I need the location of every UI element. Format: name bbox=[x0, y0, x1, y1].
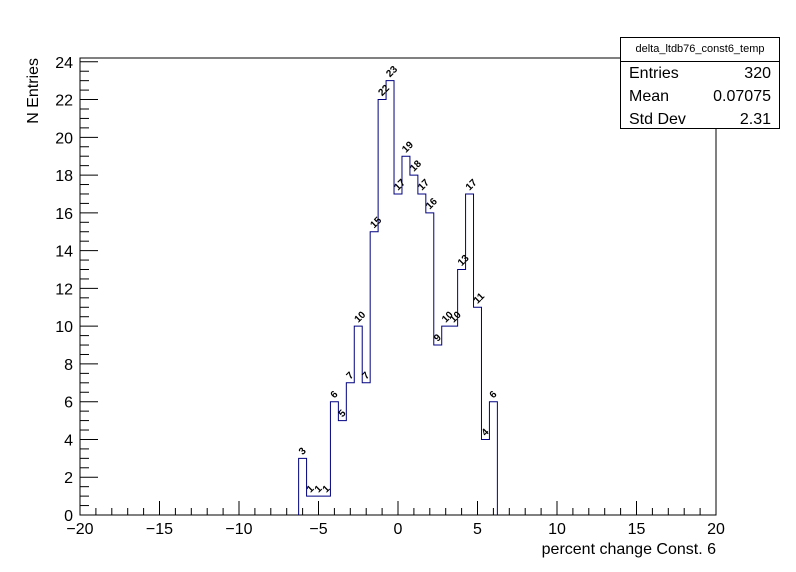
stddev-label: Std Dev bbox=[629, 111, 686, 128]
stats-row-stddev: Std Dev 2.31 bbox=[621, 108, 779, 131]
bin-count-label: 16 bbox=[424, 196, 440, 212]
bin-count-label: 10 bbox=[448, 309, 464, 325]
stats-box: delta_ltdb76_const6_temp Entries 320 Mea… bbox=[620, 37, 780, 129]
stddev-value: 2.31 bbox=[739, 111, 771, 128]
bin-count-label: 11 bbox=[472, 291, 488, 307]
x-axis-ticks: −20 −15 −10 −5 0 5 10 15 20 bbox=[66, 501, 725, 538]
bin-count-label: 19 bbox=[400, 139, 416, 155]
y-axis-label: N Entries bbox=[25, 58, 42, 124]
bin-count-label: 23 bbox=[384, 64, 400, 80]
y-tick-label: 16 bbox=[55, 206, 73, 223]
y-tick-label: 24 bbox=[55, 55, 73, 72]
bin-count-label: 3 bbox=[297, 445, 309, 457]
bin-count-label: 22 bbox=[376, 83, 392, 99]
bin-count-label: 10 bbox=[353, 309, 369, 325]
y-tick-label: 0 bbox=[64, 508, 73, 525]
bin-count-label: 1 bbox=[321, 483, 333, 495]
y-tick-label: 22 bbox=[55, 93, 73, 110]
x-tick-label: 0 bbox=[394, 521, 403, 538]
y-tick-label: 4 bbox=[64, 432, 73, 449]
y-tick-label: 14 bbox=[55, 244, 73, 261]
y-tick-label: 10 bbox=[55, 319, 73, 336]
bin-count-label: 7 bbox=[345, 370, 357, 382]
stats-row-mean: Mean 0.07075 bbox=[621, 85, 779, 108]
y-tick-label: 6 bbox=[64, 395, 73, 412]
stats-row-entries: Entries 320 bbox=[621, 62, 779, 85]
y-tick-label: 2 bbox=[64, 470, 73, 487]
x-tick-label: 20 bbox=[707, 521, 725, 538]
stats-title: delta_ltdb76_const6_temp bbox=[621, 38, 779, 62]
bin-count-label: 17 bbox=[392, 177, 408, 193]
y-tick-label: 20 bbox=[55, 130, 73, 147]
y-tick-label: 12 bbox=[55, 281, 73, 298]
x-tick-label: −15 bbox=[146, 521, 173, 538]
histogram-line bbox=[298, 80, 498, 515]
bin-count-label: 17 bbox=[464, 177, 480, 193]
bin-count-label: 13 bbox=[456, 253, 472, 269]
x-tick-label: 15 bbox=[628, 521, 646, 538]
bin-count-label: 18 bbox=[408, 158, 424, 174]
entries-label: Entries bbox=[629, 65, 679, 82]
bin-count-label: 6 bbox=[488, 389, 500, 401]
mean-value: 0.07075 bbox=[713, 88, 771, 105]
x-tick-label: −5 bbox=[309, 521, 327, 538]
y-tick-label: 8 bbox=[64, 357, 73, 374]
bin-count-label: 17 bbox=[416, 177, 432, 193]
x-tick-label: 5 bbox=[473, 521, 482, 538]
bin-count-label: 6 bbox=[329, 389, 341, 401]
entries-value: 320 bbox=[744, 65, 771, 82]
x-tick-label: −10 bbox=[225, 521, 252, 538]
x-tick-label: −20 bbox=[66, 521, 93, 538]
x-tick-label: 10 bbox=[548, 521, 566, 538]
bin-count-label: 15 bbox=[368, 215, 384, 231]
y-tick-label: 18 bbox=[55, 168, 73, 185]
mean-label: Mean bbox=[629, 88, 670, 105]
x-axis-label: percent change Const. 6 bbox=[542, 541, 716, 558]
